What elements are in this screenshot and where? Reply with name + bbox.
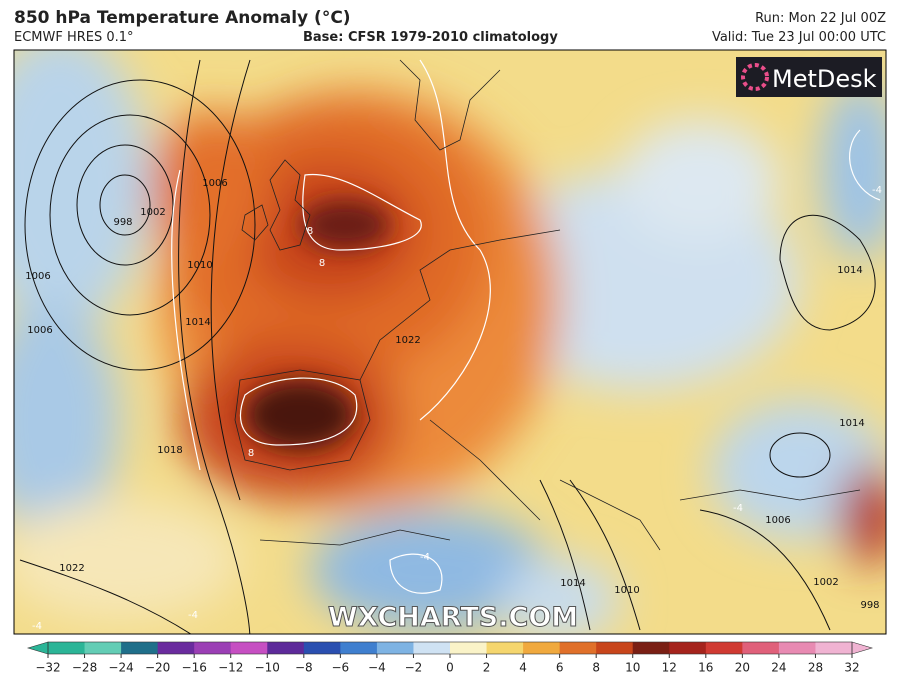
anomaly-core <box>245 200 390 450</box>
colorbar-segment <box>267 642 305 654</box>
base-climatology: Base: CFSR 1979-2010 climatology <box>303 30 558 45</box>
colorbar-segment <box>450 642 488 654</box>
map-field: MetDesk WXCHARTS.COM <box>14 50 886 634</box>
colorbar-tick-label: 10 <box>625 661 640 675</box>
colorbar-segment <box>340 642 378 654</box>
colorbar-segment <box>486 642 524 654</box>
colorbar-segment <box>194 642 232 654</box>
contour-label: -4 <box>420 552 430 563</box>
contour-label: 8 <box>248 448 254 459</box>
logo-text: MetDesk <box>772 65 877 93</box>
colorbar-tick-label: 28 <box>808 661 823 675</box>
colorbar: −32 −28 −24 −20 −16 −12 −10 −8 −6 −4 −2 0 2 4 6 8 10 12 16… <box>26 641 874 675</box>
colorbar-segment <box>742 642 780 654</box>
colorbar-end-low <box>26 641 49 655</box>
contour-label: 1014 <box>560 578 585 589</box>
colorbar-segment <box>596 642 634 654</box>
contour-label: 1014 <box>185 317 210 328</box>
run-time: Run: Mon 22 Jul 00Z <box>755 11 886 26</box>
colorbar-segment <box>559 642 597 654</box>
watermark: WXCHARTS.COM <box>328 602 578 633</box>
contour-label: 1006 <box>202 178 227 189</box>
contour-label: 1006 <box>25 271 50 282</box>
colorbar-tick-label: −4 <box>368 661 386 675</box>
colorbar-tick-label: −28 <box>72 661 97 675</box>
colorbar-tick-label: 4 <box>519 661 527 675</box>
colorbar-tick-label: 20 <box>735 661 750 675</box>
coastlines <box>234 59 861 551</box>
contour-label: 1014 <box>839 418 864 429</box>
colorbar-segment <box>230 642 268 654</box>
colorbar-tick-label: 0 <box>446 661 454 675</box>
anomaly-shading <box>14 50 886 634</box>
colorbar-segment <box>778 642 816 654</box>
colorbar-segment <box>413 642 451 654</box>
colorbar-tick-label: −6 <box>332 661 350 675</box>
colorbar-tick-label: −2 <box>405 661 423 675</box>
contour-label: -4 <box>32 621 42 632</box>
contour-label: 1014 <box>837 265 862 276</box>
colorbar-tick-label: 12 <box>662 661 677 675</box>
colorbar-segment <box>523 642 561 654</box>
colorbar-segment <box>48 642 86 654</box>
colorbar-segment <box>157 642 195 654</box>
colorbar-tick-label: 24 <box>771 661 786 675</box>
colorbar-segment <box>815 642 853 654</box>
colorbar-tick-label: −10 <box>255 661 280 675</box>
colorbar-segment <box>705 642 743 654</box>
contour-label: 1006 <box>27 325 52 336</box>
colorbar-tick-label: 6 <box>556 661 564 675</box>
contour-label: 1022 <box>395 335 420 346</box>
model-name: ECMWF HRES 0.1° <box>14 30 134 45</box>
colorbar-tick-label: −24 <box>108 661 133 675</box>
isobars <box>19 59 876 634</box>
valid-time: Valid: Tue 23 Jul 00:00 UTC <box>711 30 886 45</box>
contour-label: -4 <box>872 185 882 196</box>
colorbar-tick-label: −16 <box>182 661 207 675</box>
contour-label: 1018 <box>157 445 182 456</box>
contour-labels: 998 1002 1006 1006 1006 1010 1014 1018 1022 1022 8… <box>25 178 882 632</box>
colorbar-tick-label: −8 <box>295 661 313 675</box>
contour-label: 8 <box>307 226 313 237</box>
colorbar-tick-label: 32 <box>844 661 859 675</box>
map-title: 850 hPa Temperature Anomaly (°C) <box>14 8 351 28</box>
colorbar-segment <box>376 642 414 654</box>
colorbar-segment <box>121 642 159 654</box>
colorbar-tick-label: −32 <box>35 661 60 675</box>
contour-label: 8 <box>319 258 325 269</box>
colorbar-tick-label: 2 <box>483 661 491 675</box>
colorbar-tick-label: −20 <box>145 661 170 675</box>
colorbar-tick-label: 8 <box>592 661 600 675</box>
map-frame <box>13 49 887 635</box>
colorbar-tick-label: 16 <box>698 661 713 675</box>
contour-label: 1010 <box>187 260 212 271</box>
contour-label: 1002 <box>140 207 165 218</box>
contour-label: 998 <box>113 217 132 228</box>
colorbar-tick-label: −12 <box>218 661 243 675</box>
contour-label: 1022 <box>59 563 84 574</box>
contour-label: -4 <box>733 503 743 514</box>
contour-label: 1002 <box>813 577 838 588</box>
contour-label: 1006 <box>765 515 790 526</box>
contour-label: -4 <box>188 610 198 621</box>
colorbar-segment <box>669 642 707 654</box>
colorbar-end-high <box>851 641 874 655</box>
colorbar-segment <box>632 642 670 654</box>
colorbar-segment <box>84 642 122 654</box>
logo: MetDesk <box>736 57 882 97</box>
contour-label: 1010 <box>614 585 639 596</box>
colorbar-segment <box>303 642 341 654</box>
contour-label: 998 <box>860 600 879 611</box>
